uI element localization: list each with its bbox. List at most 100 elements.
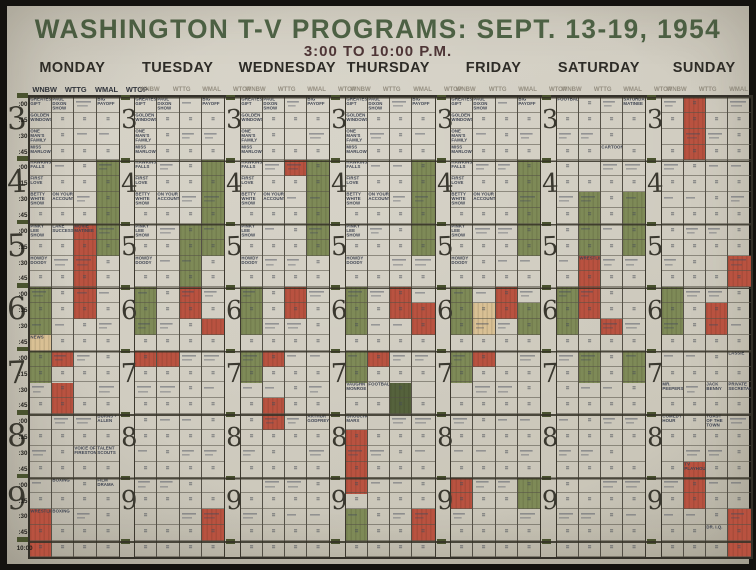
illegible-handwriting: [730, 194, 749, 205]
schedule-cell: [496, 223, 518, 240]
illegible-handwriting: [392, 479, 410, 490]
day-header-sunday: SUNDAY: [672, 60, 736, 76]
ditto-mark: =: [587, 369, 592, 377]
illegible-handwriting: [625, 162, 644, 173]
ditto-mark: =: [271, 401, 276, 409]
schedule-cell: =: [368, 350, 391, 367]
ditto-mark: =: [737, 290, 742, 298]
illegible-handwriting: [76, 416, 94, 427]
schedule-cell: =: [623, 493, 645, 509]
schedule-cell: =: [706, 350, 729, 367]
ditto-mark: =: [565, 337, 569, 345]
schedule-cell: GOLDEN WINDOWS: [451, 112, 474, 129]
schedule-cell: =: [285, 303, 308, 320]
schedule-cell: [202, 382, 224, 398]
schedule-cell: =: [601, 445, 624, 462]
schedule-cell: [368, 255, 391, 272]
illegible-handwriting: [370, 225, 388, 236]
hour-tick-mark: [542, 348, 551, 354]
ditto-mark: =: [527, 274, 531, 282]
schedule-cell: PAUL DIXON SHOW: [157, 97, 180, 113]
schedule-cell: =: [728, 446, 750, 462]
ditto-mark: =: [482, 258, 486, 266]
schedule-cell: =: [579, 366, 601, 383]
program-title: FOOTBALL: [556, 97, 579, 102]
ditto-mark: =: [144, 242, 148, 250]
ditto-mark: =: [527, 211, 531, 218]
ditto-mark: =: [188, 401, 193, 409]
hour-tick-mark: [647, 158, 657, 163]
schedule-cell: =: [307, 271, 329, 287]
illegible-handwriting: [264, 321, 282, 332]
hour-tick-mark: [120, 221, 130, 227]
illegible-handwriting: [370, 289, 388, 300]
illegible-handwriting: [453, 416, 471, 427]
illegible-handwriting: [98, 321, 117, 332]
schedule-cell: PAUL DIXON SHOW: [368, 97, 391, 113]
schedule-cell: =: [557, 493, 579, 510]
ditto-mark: =: [354, 242, 359, 250]
program-title: PAUL DIXON SHOW: [368, 97, 383, 111]
schedule-cell: [473, 319, 496, 335]
schedule-cell: =: [623, 224, 645, 240]
ditto-mark: =: [211, 306, 215, 313]
schedule-cell: [557, 509, 579, 526]
schedule-cell: FIRST LOVE: [241, 176, 263, 193]
ditto-mark: =: [632, 433, 636, 440]
schedule-cell: =: [601, 430, 624, 446]
hour-tick-mark: [647, 95, 657, 100]
schedule-cell: =: [579, 541, 601, 557]
hour-digit: 5: [120, 231, 138, 263]
time-label: :00: [18, 481, 27, 489]
illegible-handwriting: [730, 257, 749, 268]
illegible-handwriting: [286, 257, 305, 268]
ditto-mark: =: [527, 528, 531, 536]
ditto-mark: =: [249, 417, 253, 425]
ditto-mark: =: [565, 369, 569, 377]
schedule-cell: =: [518, 145, 540, 161]
schedule-cell: =: [496, 208, 518, 224]
ditto-mark: =: [271, 179, 276, 187]
illegible-handwriting: [730, 162, 749, 173]
schedule-cell: =: [346, 271, 369, 288]
schedule-cell: =: [623, 525, 645, 541]
hour-tick-mark: [647, 475, 657, 481]
schedule-cell: [263, 160, 285, 177]
hour-tick-mark: [226, 221, 236, 227]
ditto-mark: =: [105, 258, 110, 266]
day-column-thursday: GREATEST GIFT PAUL DIXON SHOW BIG PAYOFF GO…: [345, 97, 435, 557]
schedule-cell: =: [285, 430, 308, 446]
schedule-cell: =: [307, 462, 329, 478]
program-title: MISS MARLOWE: [241, 144, 263, 154]
schedule-cell: =: [74, 430, 97, 446]
schedule-cell: =: [30, 271, 53, 288]
ditto-mark: =: [105, 369, 110, 377]
schedule-cell: =: [557, 541, 579, 557]
program-title: BIG PAYOFF: [518, 97, 536, 107]
illegible-handwriting: [264, 162, 282, 173]
schedule-cell: [601, 477, 624, 494]
ditto-mark: =: [188, 385, 193, 393]
schedule-cell: HOWDY DOODY: [241, 255, 263, 272]
schedule-cell: [473, 160, 496, 177]
hour-tick-mark: [436, 158, 446, 163]
schedule-cell: [30, 445, 53, 462]
schedule-cell: [473, 223, 496, 240]
hour-digit: 4: [646, 168, 665, 200]
illegible-handwriting: [558, 257, 576, 268]
schedule-cell: =: [579, 334, 601, 351]
schedule-cell: =: [601, 509, 624, 526]
schedule-cell: =: [74, 541, 97, 557]
day-column-tuesday: GREATEST GIFT PAUL DIXON SHOW BIG PAYOFF GO…: [135, 97, 225, 557]
ditto-mark: =: [714, 337, 719, 345]
ditto-mark: =: [293, 433, 298, 440]
schedule-cell: =: [557, 430, 579, 446]
ditto-mark: =: [692, 163, 697, 171]
schedule-cell: =: [601, 350, 624, 367]
schedule-cell: [706, 319, 729, 335]
schedule-cell: BETTY WHITE SHOW: [346, 192, 369, 209]
poster-subtitle: 3:00 TO 10:00 P.M.: [303, 43, 453, 60]
schedule-cell: =: [390, 128, 413, 145]
schedule-cell: [368, 128, 391, 145]
